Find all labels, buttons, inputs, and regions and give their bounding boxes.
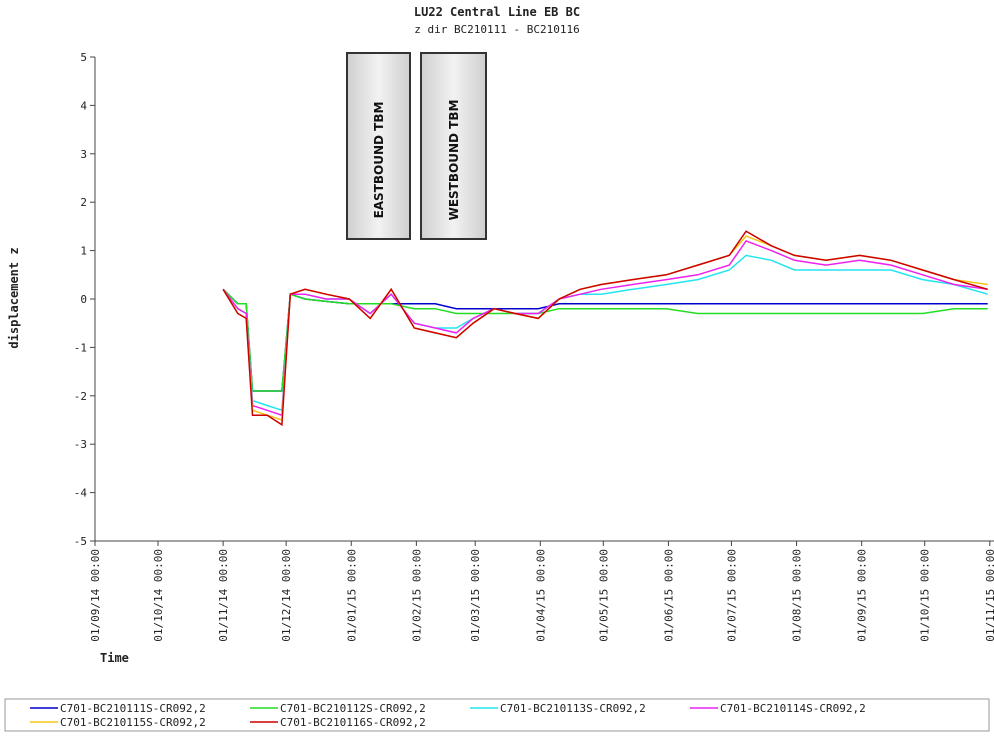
chart-title: LU22 Central Line EB BC [414,5,580,19]
y-tick-label: 5 [80,51,87,64]
legend-label: C701-BC210114S-CR092,2 [720,702,866,715]
x-tick-label: 01/09/15 00:00 [856,549,869,642]
legend [4,698,990,732]
x-tick-label: 01/06/15 00:00 [662,549,675,642]
x-tick-label: 01/05/15 00:00 [597,549,610,642]
series-line [222,230,988,427]
y-tick-label: 0 [80,293,87,306]
y-axis-label: displacement z [7,247,21,348]
y-tick-label: -5 [74,535,87,548]
annotation: WESTBOUND TBM [447,100,461,221]
series-line [222,254,988,412]
x-tick-label: 01/10/15 00:00 [919,549,932,642]
legend-label: C701-BC210112S-CR092,2 [280,702,426,715]
y-tick-label: 3 [80,148,87,161]
y-tick-label: -2 [74,390,87,403]
legend-label: C701-BC210113S-CR092,2 [500,702,646,715]
x-tick-label: 01/08/15 00:00 [791,549,804,642]
series-line [222,288,988,392]
x-tick-label: 01/09/14 00:00 [89,549,102,642]
x-tick-label: 01/07/15 00:00 [725,549,738,642]
x-tick-label: 01/03/15 00:00 [469,549,482,642]
chart-subtitle: z dir BC210111 - BC210116 [414,23,580,36]
y-tick-label: -1 [74,341,87,354]
x-tick-label: 01/01/15 00:00 [345,549,358,642]
series-line [222,235,988,422]
y-tick-label: -3 [74,438,87,451]
annotation-box [420,52,487,240]
x-tick-label: 01/11/14 00:00 [217,549,230,642]
series-line [222,239,988,417]
x-axis-label: Time [100,651,129,665]
annotation-box [346,52,411,240]
legend-label: C701-BC210111S-CR092,2 [60,702,206,715]
x-tick-label: 01/04/15 00:00 [534,549,547,642]
y-tick-label: 2 [80,196,87,209]
y-tick-label: 1 [80,245,87,258]
annotation: EASTBOUND TBM [372,102,386,219]
x-tick-label: 01/11/15 00:00 [984,549,994,642]
x-tick-label: 01/02/15 00:00 [410,549,423,642]
y-tick-label: -4 [74,487,88,500]
legend-items: C701-BC210111S-CR092,2 C701-BC210112S-CR0… [30,702,866,729]
plot-area: -5 -4 -3 -2 -1 0 1 2 3 4 5 01/09/14 00:00 01/10/14 0… [74,51,994,642]
legend-label: C701-BC210116S-CR092,2 [280,716,426,729]
series-line [222,288,988,392]
x-tick-label: 01/10/14 00:00 [152,549,165,642]
y-tick-label: 4 [80,99,87,112]
legend-label: C701-BC210115S-CR092,2 [60,716,206,729]
x-tick-label: 01/12/14 00:00 [280,549,293,642]
